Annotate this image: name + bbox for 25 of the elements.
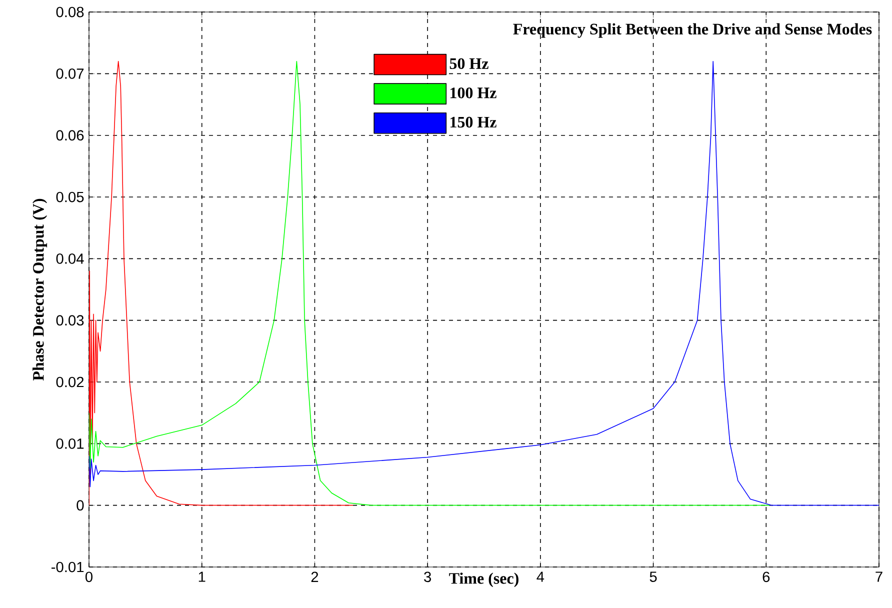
x-tick-label: 6 — [762, 572, 770, 582]
y-tick-label: 0 — [76, 500, 84, 511]
legend-title: Frequency Split Between the Drive and Sense Modes — [513, 23, 872, 38]
y-tick-label: -0.01 — [52, 562, 84, 572]
y-tick-label: 0.03 — [56, 315, 84, 326]
line-series — [89, 60, 354, 506]
legend-label: 150 Hz — [450, 116, 496, 128]
x-tick-label: 1 — [198, 572, 206, 582]
x-tick-label: 4 — [536, 572, 544, 582]
x-tick-label: 2 — [311, 572, 318, 582]
y-axis-title: Phase Detector Output (V) — [32, 198, 48, 381]
x-tick-label: 3 — [424, 572, 431, 582]
y-tick-label: 0.08 — [56, 6, 84, 18]
y-tick-label: 0.04 — [56, 253, 84, 264]
x-tick-label: 7 — [876, 572, 882, 582]
legend-label: 50 Hz — [450, 58, 488, 70]
y-tick-label: 0.07 — [56, 68, 84, 79]
x-axis-title: Time (sec) — [449, 572, 518, 588]
y-tick-label: 0.05 — [56, 192, 84, 202]
y-tick-label: 0.02 — [56, 376, 84, 388]
legend-label: 100 Hz — [450, 88, 496, 98]
y-tick-label: 0.06 — [56, 130, 84, 141]
y-tick-label: 0.01 — [56, 438, 84, 449]
x-tick-label: 5 — [650, 572, 657, 582]
x-tick-label: 0 — [85, 572, 92, 582]
